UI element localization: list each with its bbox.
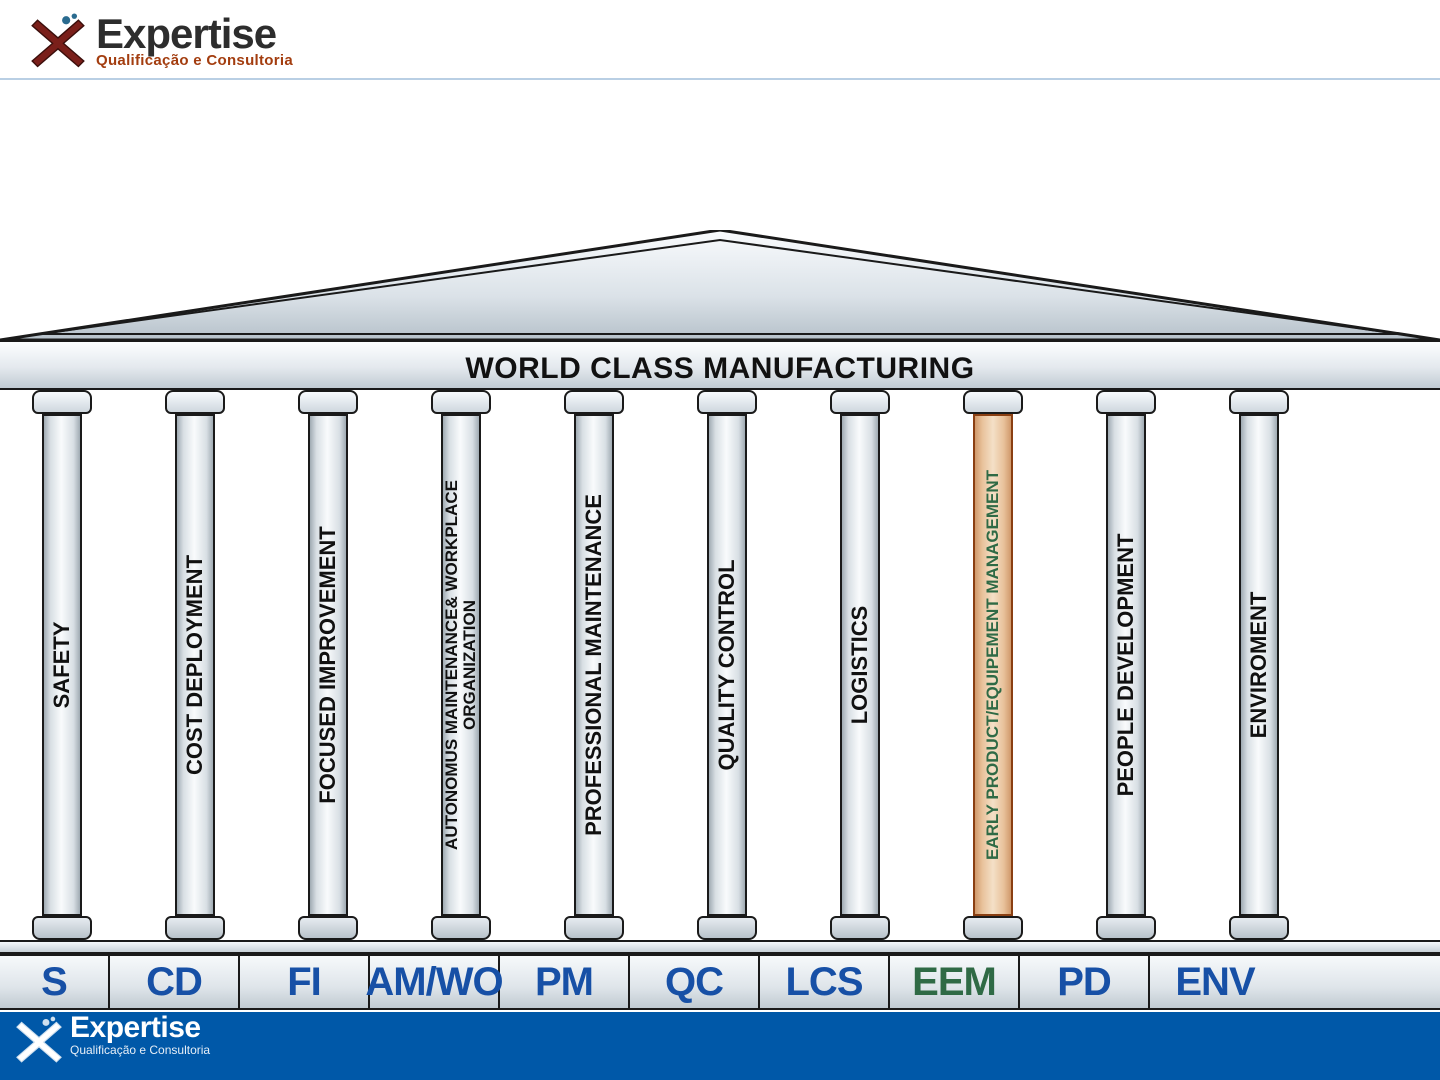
pillar-abbr: EEM: [912, 960, 996, 1005]
temple-pillars: SAFETY COST DEPLOYMENT FOCUSED IMPROVEMENT…: [0, 390, 1440, 940]
logo-subtitle: Qualificação e Consultoria: [96, 52, 293, 69]
pillar-fi: FOCUSED IMPROVEMENT: [298, 390, 358, 940]
base-cell-am-wo: AM/WO: [370, 956, 500, 1008]
pillar-label: AUTONOMUS MAINTENANCE& WORKPLACE ORGANIZ…: [443, 435, 479, 895]
pillar-abbr: PM: [535, 960, 593, 1005]
pillar-pd: PEOPLE DEVELOPMENT: [1096, 390, 1156, 940]
pillar-abbr: LCS: [786, 960, 863, 1005]
temple-title: WORLD CLASS MANUFACTURING: [0, 352, 1440, 386]
temple-roof: [0, 230, 1440, 340]
pillar-label: SAFETY: [49, 622, 75, 709]
logo-footer: Expertise Qualificação e Consultoria: [10, 1012, 210, 1070]
pillar-abbr: FI: [287, 960, 321, 1005]
pillar-label: EARLY PRODUCT/EQUIPEMENT MANAGEMENT: [984, 435, 1002, 895]
pillar-cd: COST DEPLOYMENT: [165, 390, 225, 940]
pillar-abbr: AM/WO: [365, 960, 502, 1005]
base-cell-env: ENV: [1150, 956, 1280, 1008]
base-cell-pm: PM: [500, 956, 630, 1008]
pillar-label: LOGISTICS: [847, 606, 873, 725]
pillar-lcs: LOGISTICS: [830, 390, 890, 940]
pillar-eem: EARLY PRODUCT/EQUIPEMENT MANAGEMENT: [963, 390, 1023, 940]
logo-subtitle: Qualificação e Consultoria: [70, 1043, 210, 1057]
pillar-pm: PROFESSIONAL MAINTENANCE: [564, 390, 624, 940]
header-divider: [0, 78, 1440, 80]
logo-title: Expertise: [96, 15, 293, 53]
base-cell-cd: CD: [110, 956, 240, 1008]
logo-mark-icon: [24, 8, 92, 76]
footer-bar: Expertise Qualificação e Consultoria: [0, 1012, 1440, 1080]
wcm-temple-diagram: WORLD CLASS MANUFACTURING SAFETY COST DEP…: [0, 230, 1440, 1010]
pillar-s: SAFETY: [32, 390, 92, 940]
pillar-label: COST DEPLOYMENT: [182, 555, 208, 775]
base-cell-eem: EEM: [890, 956, 1020, 1008]
base-cell-lcs: LCS: [760, 956, 890, 1008]
pillar-env: ENVIROMENT: [1229, 390, 1289, 940]
logo-top: Expertise Qualificação e Consultoria: [24, 8, 293, 76]
pillar-abbr: QC: [665, 960, 723, 1005]
pillar-abbr: ENV: [1175, 960, 1254, 1005]
pillar-label: PEOPLE DEVELOPMENT: [1113, 534, 1139, 797]
pillar-label: FOCUSED IMPROVEMENT: [315, 526, 341, 803]
pillar-qc: QUALITY CONTROL: [697, 390, 757, 940]
pillar-label: PROFESSIONAL MAINTENANCE: [581, 494, 607, 836]
pillar-abbr: CD: [146, 960, 202, 1005]
pillar-am-wo: AUTONOMUS MAINTENANCE& WORKPLACE ORGANIZ…: [431, 390, 491, 940]
temple-baseband: [0, 940, 1440, 954]
base-cell-s: S: [0, 956, 110, 1008]
base-cell-qc: QC: [630, 956, 760, 1008]
pillar-abbr: PD: [1057, 960, 1111, 1005]
logo-title: Expertise: [70, 1014, 210, 1043]
pillar-label: ENVIROMENT: [1246, 592, 1272, 739]
temple-base-slab: S CD FI AM/WO PM QC LCS EEM PD ENV: [0, 954, 1440, 1010]
base-cell-fi: FI: [240, 956, 370, 1008]
base-cell-pd: PD: [1020, 956, 1150, 1008]
logo-mark-icon: [10, 1012, 68, 1070]
pillar-label: QUALITY CONTROL: [714, 559, 740, 770]
temple-entablature: WORLD CLASS MANUFACTURING: [0, 340, 1440, 390]
pillar-abbr: S: [41, 960, 67, 1005]
